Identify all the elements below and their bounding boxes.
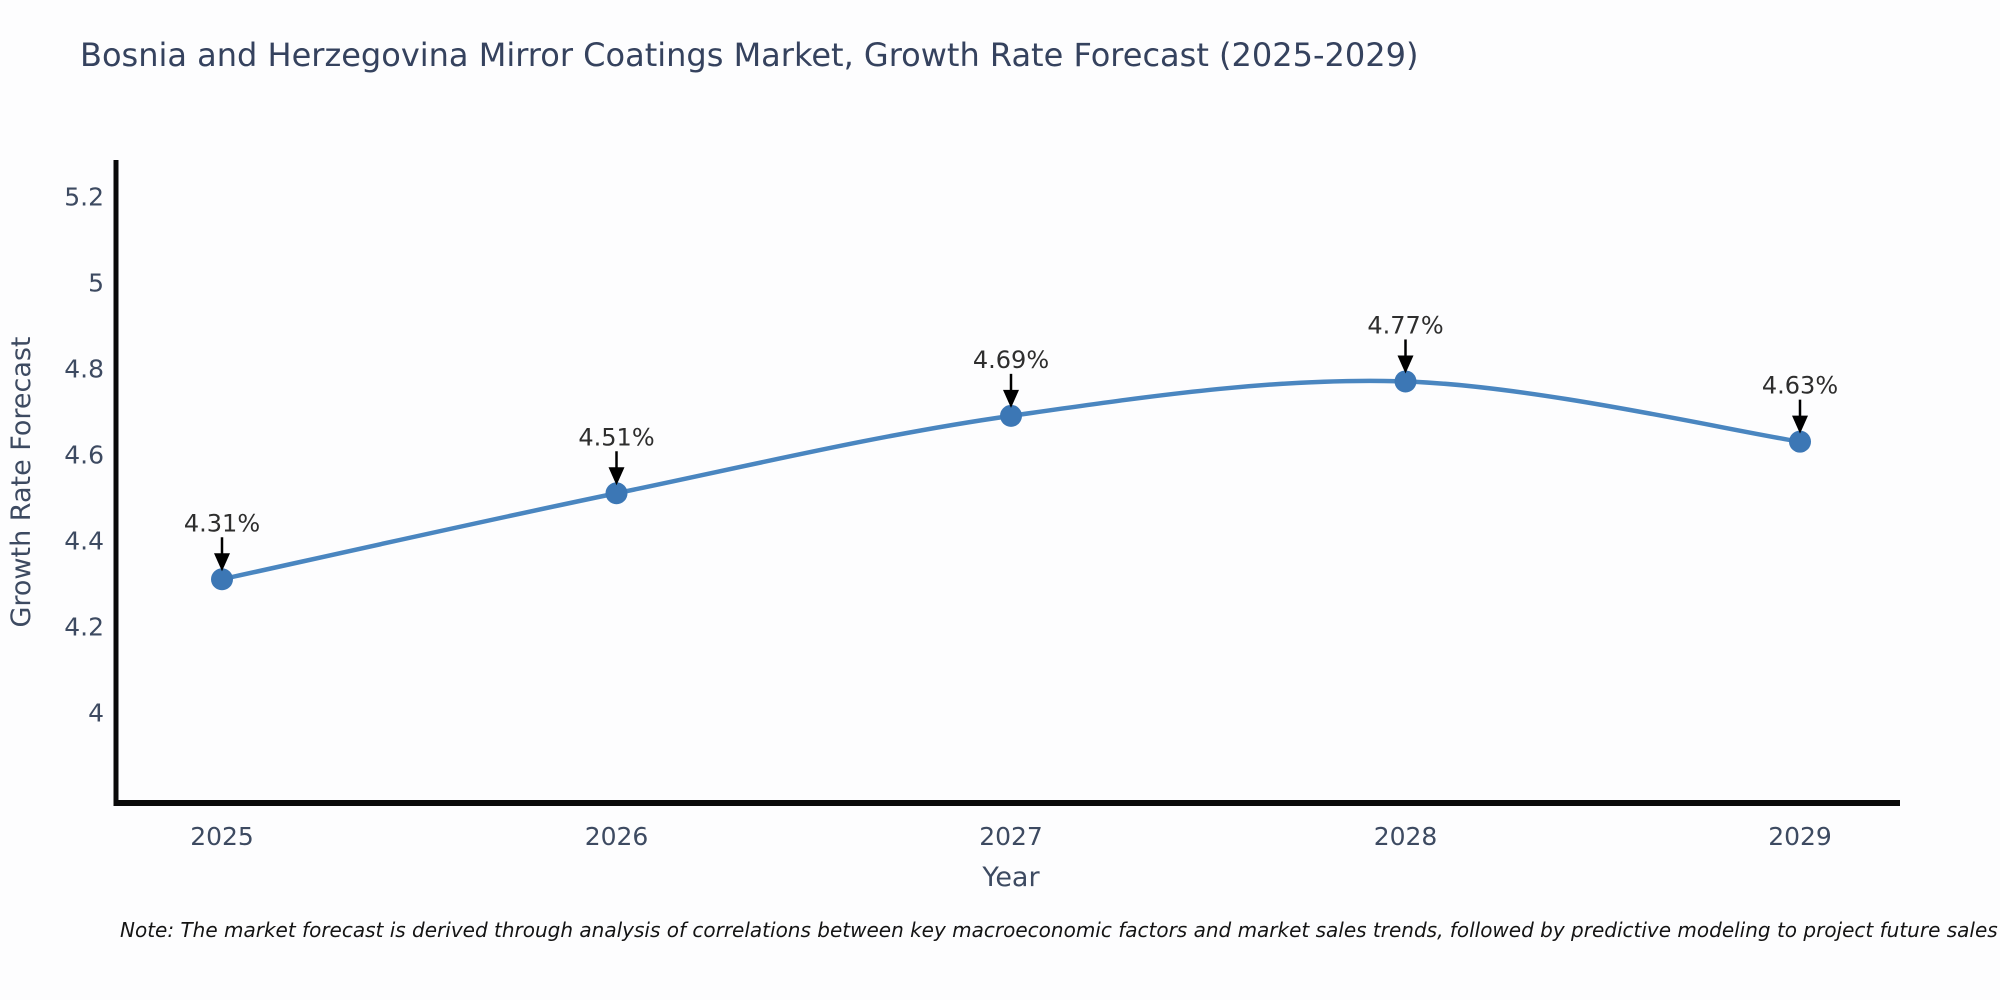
y-tick-label: 4.6 — [64, 441, 104, 470]
series-layer — [211, 370, 1811, 591]
x-axis-title: Year — [981, 862, 1040, 893]
annotation-arrow-head — [1003, 389, 1019, 408]
y-tick-label: 4.8 — [64, 355, 104, 384]
annotation-arrow-head — [214, 553, 230, 572]
data-point-marker — [211, 568, 233, 591]
x-tick-label: 2026 — [585, 822, 649, 851]
x-tick-label: 2029 — [1768, 822, 1832, 851]
annotation-arrow-head — [1792, 415, 1808, 434]
y-tick-label: 5 — [88, 269, 104, 298]
annotation-label: 4.69% — [973, 346, 1049, 374]
footnote: Note: The market forecast is derived thr… — [120, 918, 1998, 942]
y-tick-label: 4.2 — [64, 613, 104, 642]
annotation-label: 4.51% — [578, 423, 654, 451]
annotations-layer: 4.31% 4.51% 4.69% 4.77% 4.63% — [184, 311, 1838, 572]
data-point-marker — [1000, 404, 1022, 427]
y-tick-label: 5.2 — [64, 183, 104, 212]
data-point-marker — [1789, 430, 1811, 453]
annotation-label: 4.31% — [184, 509, 260, 537]
annotation-arrow-head — [1397, 355, 1414, 374]
y-axis-title: Growth Rate Forecast — [6, 336, 37, 627]
annotation-label: 4.77% — [1367, 311, 1443, 339]
chart-title: Bosnia and Herzegovina Mirror Coatings M… — [80, 36, 1419, 74]
data-point-marker — [605, 482, 628, 505]
ticks-layer: 4 4.2 4.4 4.6 4.8 5 5.2 2025 2026 2027 2028 2029 — [64, 183, 1832, 851]
x-tick-label: 2027 — [979, 822, 1043, 851]
y-tick-label: 4.4 — [64, 527, 104, 556]
x-tick-label: 2025 — [190, 822, 254, 851]
x-tick-label: 2028 — [1374, 822, 1438, 851]
y-tick-label: 4 — [88, 699, 104, 728]
annotation-arrow-head — [608, 467, 625, 486]
data-point-marker — [1394, 370, 1417, 393]
axes-layer — [113, 160, 1900, 806]
annotation-label: 4.63% — [1762, 372, 1838, 400]
